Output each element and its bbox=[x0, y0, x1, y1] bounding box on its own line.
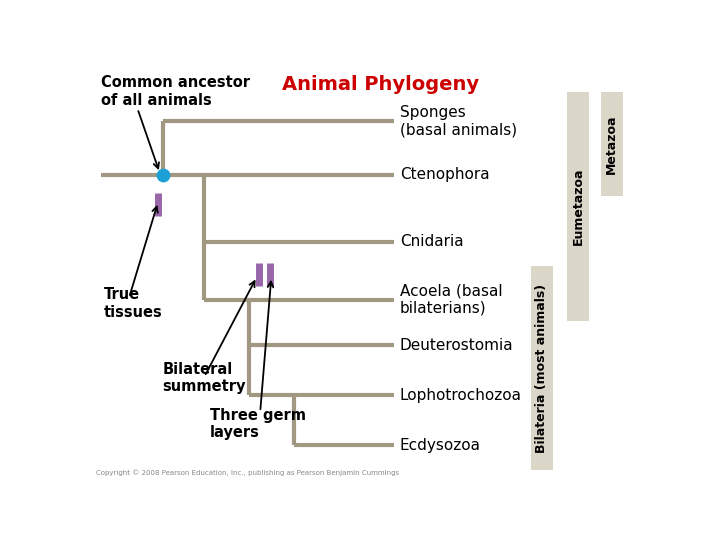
Text: Lophotrochozoa: Lophotrochozoa bbox=[400, 388, 522, 403]
Text: Metazoa: Metazoa bbox=[606, 114, 618, 173]
Text: Bilateral
summetry: Bilateral summetry bbox=[163, 362, 246, 395]
Text: Copyright © 2008 Pearson Education, Inc., publishing as Pearson Benjamin Cumming: Copyright © 2008 Pearson Education, Inc.… bbox=[96, 470, 399, 476]
Text: Cnidaria: Cnidaria bbox=[400, 234, 463, 249]
Text: Sponges
(basal animals): Sponges (basal animals) bbox=[400, 105, 517, 137]
Text: Ctenophora: Ctenophora bbox=[400, 167, 490, 183]
Text: Acoela (basal
bilaterians): Acoela (basal bilaterians) bbox=[400, 284, 503, 316]
FancyBboxPatch shape bbox=[567, 92, 590, 321]
Text: Deuterostomia: Deuterostomia bbox=[400, 338, 513, 353]
Text: Bilateria (most animals): Bilateria (most animals) bbox=[536, 284, 549, 453]
Text: Animal Phylogeny: Animal Phylogeny bbox=[282, 75, 479, 94]
Text: Three germ
layers: Three germ layers bbox=[210, 408, 306, 440]
Point bbox=[157, 171, 168, 179]
FancyBboxPatch shape bbox=[600, 92, 623, 196]
Text: Eumetazoa: Eumetazoa bbox=[572, 167, 585, 245]
Text: Common ancestor
of all animals: Common ancestor of all animals bbox=[101, 75, 250, 107]
Text: Ecdysozoa: Ecdysozoa bbox=[400, 438, 481, 453]
FancyBboxPatch shape bbox=[531, 266, 553, 470]
Text: True
tissues: True tissues bbox=[104, 287, 163, 320]
